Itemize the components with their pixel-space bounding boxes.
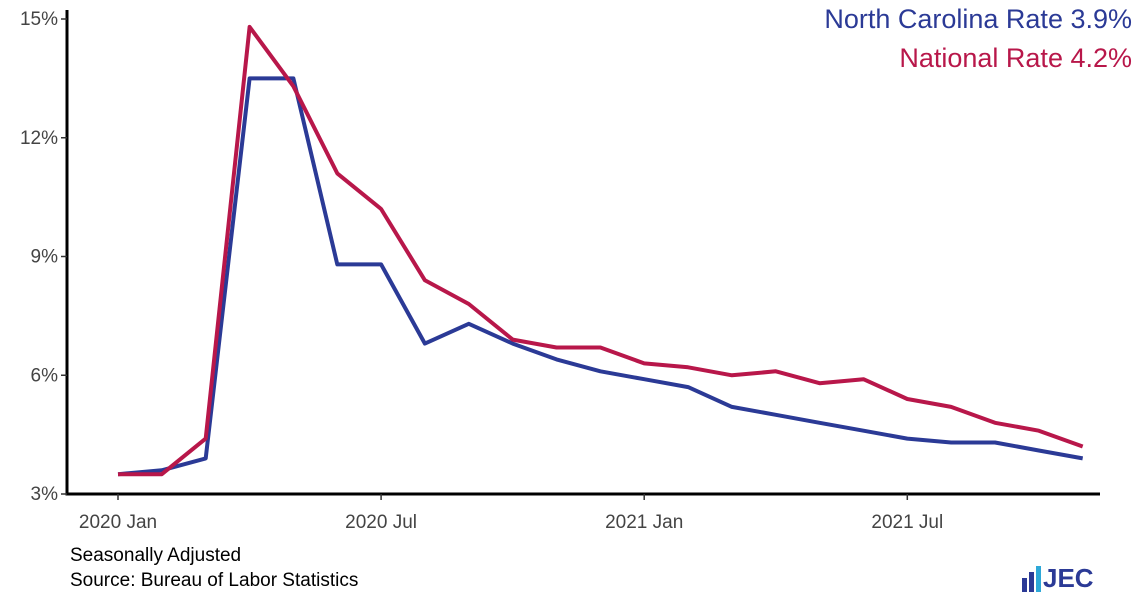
note: Source: Bureau of Labor Statistics <box>70 570 358 591</box>
y-tick-label: 9% <box>31 247 59 268</box>
logo-bar <box>1036 566 1041 592</box>
note: Seasonally Adjusted <box>70 545 241 566</box>
x-tick-label: 2020 Jul <box>345 512 417 533</box>
logo-bar <box>1029 572 1034 592</box>
legend-entry: North Carolina Rate 3.9% <box>824 4 1132 34</box>
y-tick-label: 3% <box>31 484 59 505</box>
logo-text: JEC <box>1043 563 1094 593</box>
logo: JEC <box>1022 563 1094 593</box>
line <box>118 24 1084 477</box>
x-tick-label: 2021 Jul <box>871 512 943 533</box>
legend-entry: National Rate 4.2% <box>899 43 1132 73</box>
logo-bar <box>1022 578 1027 592</box>
y-tick-label: 6% <box>31 365 59 386</box>
line <box>117 76 1084 477</box>
x-tick-label: 2020 Jan <box>79 512 157 533</box>
x-tick-label: 2021 Jan <box>605 512 683 533</box>
y-tick-label: 15% <box>20 9 58 30</box>
y-tick-label: 12% <box>20 128 58 149</box>
